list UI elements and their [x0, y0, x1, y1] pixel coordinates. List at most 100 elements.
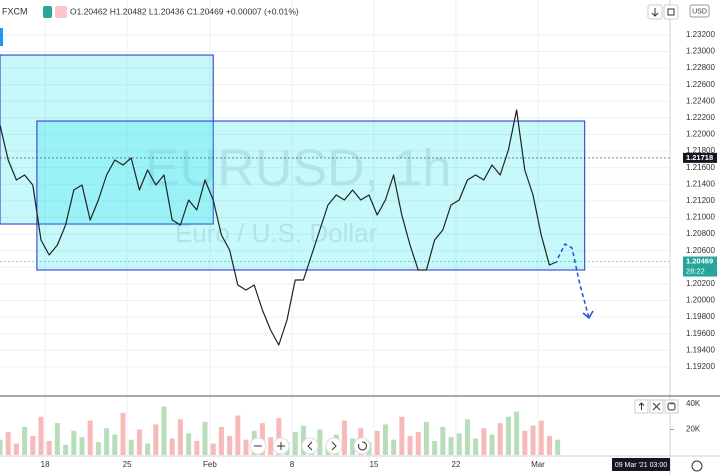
volume-bar — [128, 439, 134, 455]
zone — [0, 54, 214, 225]
status-icon — [55, 6, 67, 18]
currency-box[interactable] — [689, 4, 710, 18]
reset[interactable] — [353, 437, 371, 455]
icon — [638, 402, 645, 410]
volume-bar — [341, 420, 347, 455]
volume-bar — [71, 430, 77, 455]
cursor-time: 09 Mar '21 03:00 — [615, 462, 667, 469]
volume-bar — [456, 433, 462, 455]
watermark-symbol: EURUSD, 1h — [145, 140, 451, 198]
volume-bar — [210, 443, 216, 455]
volume-bar — [514, 411, 520, 455]
volume-bar — [505, 416, 511, 455]
arrow-head — [582, 310, 594, 320]
y-tick-label: 1.21400 — [686, 179, 715, 188]
volume-bar — [407, 435, 413, 455]
volume-bar — [63, 444, 69, 455]
volume-bar — [350, 438, 356, 455]
y-tick-label: 1.22600 — [686, 80, 715, 89]
volume-bar — [136, 429, 142, 455]
y-tick-label: 1.22200 — [686, 113, 715, 122]
volume-bar — [546, 435, 552, 455]
pane-buttons — [634, 399, 679, 414]
price-label: 1.21718 — [686, 153, 713, 162]
volume-tick-label: 20K — [686, 425, 701, 434]
y-tick-label: 1.22800 — [686, 63, 715, 72]
watermark-description: Euro / U.S. Dollar — [175, 218, 378, 248]
zoom-toolbar — [249, 437, 371, 455]
volume-bar — [268, 437, 274, 455]
volume-bar — [464, 419, 470, 455]
x-tick-label: 25 — [123, 460, 132, 469]
icon — [331, 441, 337, 451]
volume-bar — [538, 420, 544, 455]
x-tick-label: 22 — [452, 460, 461, 469]
volume-bar — [145, 443, 151, 455]
y-tick-label: 1.22400 — [686, 96, 715, 105]
scroll-right[interactable] — [325, 437, 343, 455]
y-tick-label: 1.22000 — [686, 130, 715, 139]
button[interactable] — [664, 399, 679, 414]
volume-bar — [555, 439, 561, 455]
scroll-left[interactable] — [301, 437, 319, 455]
y-tick-label: 1.21000 — [686, 213, 715, 222]
volume-bar — [161, 406, 167, 455]
volume-bar — [276, 418, 282, 455]
volume-bar — [481, 428, 487, 455]
y-tick-label: 1.20800 — [686, 229, 715, 238]
y-tick-label: 1.21200 — [686, 196, 715, 205]
settings-icon[interactable] — [691, 460, 703, 472]
volume-bar — [300, 425, 306, 455]
countdown: 28:22 — [686, 267, 705, 276]
projection-arrow — [557, 242, 590, 319]
volume-bar — [5, 432, 11, 455]
y-tick-label: 1.20200 — [686, 279, 715, 288]
cursor-time-box — [612, 458, 670, 471]
volume-bar — [423, 421, 429, 455]
price-label: 1.20469 — [686, 257, 713, 266]
y-tick-label: 1.20000 — [686, 296, 715, 305]
currency: USD — [692, 8, 707, 15]
x-tick-label: 15 — [370, 460, 379, 469]
volume-bar — [243, 439, 249, 455]
volume-bar — [497, 423, 503, 455]
icon — [651, 8, 659, 17]
volume-bar — [30, 435, 36, 455]
icon — [652, 402, 661, 411]
grid-layer — [0, 0, 670, 456]
volume-bar — [112, 434, 118, 455]
icon — [277, 442, 285, 450]
volume-bar — [95, 442, 101, 455]
volume-bar — [186, 433, 192, 455]
price-line-series — [0, 109, 558, 346]
volume-bar — [54, 423, 60, 455]
volume-bar — [432, 440, 438, 455]
volume-bar — [415, 432, 421, 455]
exchange: FXCM — [2, 6, 28, 16]
volume-bar — [448, 437, 454, 455]
y-tick-label: 1.19600 — [686, 329, 715, 338]
ohlc: O1.20462 H1.20482 L1.20436 C1.20469 +0.0… — [70, 6, 299, 16]
volume-bar — [169, 438, 175, 455]
volume-bar — [194, 440, 200, 455]
volume-tick-label: 40K — [686, 399, 701, 408]
status-icon — [43, 6, 52, 18]
side-tab[interactable] — [0, 28, 3, 46]
volume-bar — [317, 429, 323, 455]
y-tick-label: 1.23200 — [686, 30, 715, 39]
y-tick-label: 1.19400 — [686, 345, 715, 354]
x-tick-label: Mar — [531, 460, 545, 469]
y-tick-label: 1.21800 — [686, 146, 715, 155]
volume-bar — [153, 424, 159, 455]
button[interactable] — [663, 4, 679, 20]
zone — [36, 120, 586, 271]
volume-bar — [120, 412, 126, 455]
x-tick-label: Feb — [203, 460, 217, 469]
volume-bar — [104, 428, 110, 455]
volume-bar — [374, 430, 380, 455]
y-tick-label: 1.23000 — [686, 47, 715, 56]
icon — [667, 8, 675, 16]
volume-bar — [87, 420, 93, 455]
y-tick-label: 1.21600 — [686, 163, 715, 172]
